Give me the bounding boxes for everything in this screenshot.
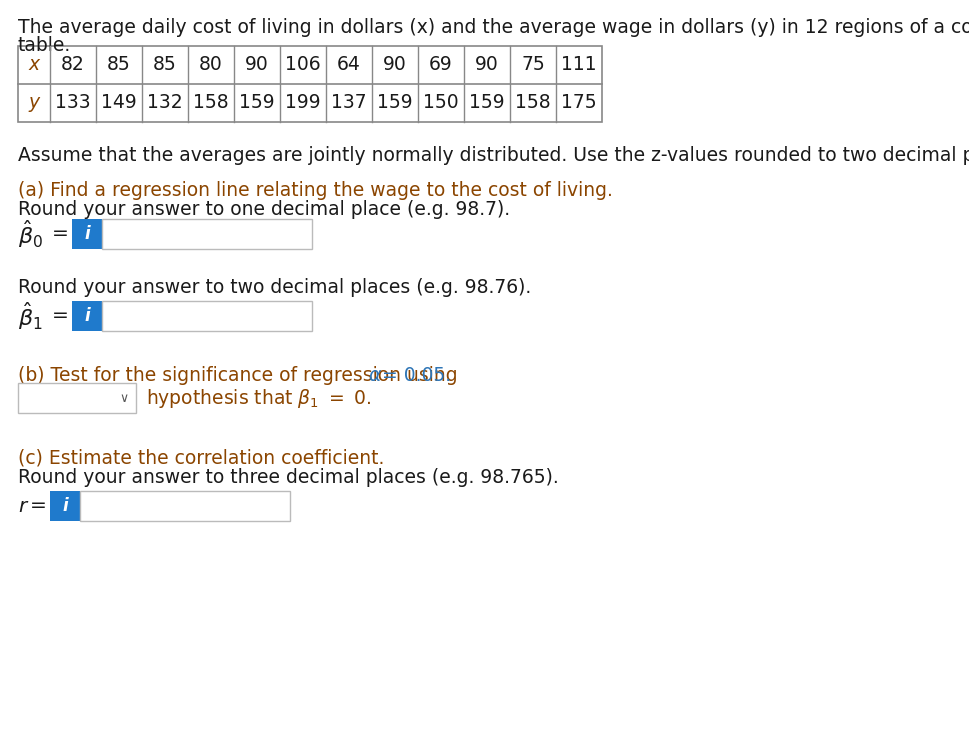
Text: x: x [28, 55, 40, 74]
Text: i: i [84, 225, 90, 243]
Text: $\alpha$: $\alpha$ [367, 366, 382, 385]
Bar [72, 301, 102, 331]
Text: 175: 175 [561, 93, 596, 113]
Text: Round your answer to one decimal place (e.g. 98.7).: Round your answer to one decimal place (… [18, 200, 510, 219]
Bar [50, 491, 79, 521]
Text: 106: 106 [285, 55, 321, 74]
Bar [18, 383, 136, 413]
Text: =: = [30, 497, 47, 515]
Text: 85: 85 [153, 55, 176, 74]
Text: =: = [52, 224, 69, 244]
Text: i: i [84, 307, 90, 325]
Bar [79, 491, 290, 521]
Text: 159: 159 [469, 93, 504, 113]
Text: 149: 149 [101, 93, 137, 113]
Text: 137: 137 [330, 93, 366, 113]
Text: 132: 132 [147, 93, 182, 113]
Text: 75: 75 [520, 55, 545, 74]
Text: i: i [62, 497, 68, 515]
Text: Round your answer to two decimal places (e.g. 98.76).: Round your answer to two decimal places … [18, 278, 531, 297]
Text: (c) Estimate the correlation coefficient.: (c) Estimate the correlation coefficient… [18, 449, 384, 468]
Text: 158: 158 [515, 93, 550, 113]
Text: ∨: ∨ [119, 392, 129, 405]
Text: (a) Find a regression line relating the wage to the cost of living.: (a) Find a regression line relating the … [18, 181, 612, 200]
Text: = 0.05.: = 0.05. [382, 366, 451, 385]
Text: Round your answer to three decimal places (e.g. 98.765).: Round your answer to three decimal place… [18, 468, 558, 487]
Text: 90: 90 [475, 55, 498, 74]
Text: y: y [28, 93, 40, 113]
Text: $r$: $r$ [18, 497, 29, 515]
Text: $\hat{\beta}_0$: $\hat{\beta}_0$ [18, 218, 44, 250]
Text: table.: table. [18, 36, 71, 55]
Text: hypothesis that $\beta_1\ =\ 0.$: hypothesis that $\beta_1\ =\ 0.$ [146, 386, 371, 409]
Bar [72, 219, 102, 249]
Text: 80: 80 [199, 55, 223, 74]
Text: 111: 111 [561, 55, 596, 74]
Text: $\hat{\beta}_1$: $\hat{\beta}_1$ [18, 300, 43, 332]
Text: 69: 69 [428, 55, 453, 74]
Text: 82: 82 [61, 55, 84, 74]
Text: 133: 133 [55, 93, 91, 113]
Bar [102, 301, 312, 331]
Text: 90: 90 [245, 55, 268, 74]
Text: (b) Test for the significance of regression using: (b) Test for the significance of regress… [18, 366, 463, 385]
Text: Assume that the averages are jointly normally distributed. Use the z-values roun: Assume that the averages are jointly nor… [18, 146, 969, 165]
Bar [18, 46, 602, 122]
Text: 85: 85 [107, 55, 131, 74]
Text: The average daily cost of living in dollars (x) and the average wage in dollars : The average daily cost of living in doll… [18, 18, 969, 37]
Text: 199: 199 [285, 93, 321, 113]
Text: 150: 150 [422, 93, 458, 113]
Text: 90: 90 [383, 55, 406, 74]
Bar [102, 219, 312, 249]
Text: 158: 158 [193, 93, 229, 113]
Text: 159: 159 [377, 93, 413, 113]
Text: =: = [52, 306, 69, 325]
Text: 159: 159 [239, 93, 274, 113]
Text: 64: 64 [336, 55, 360, 74]
